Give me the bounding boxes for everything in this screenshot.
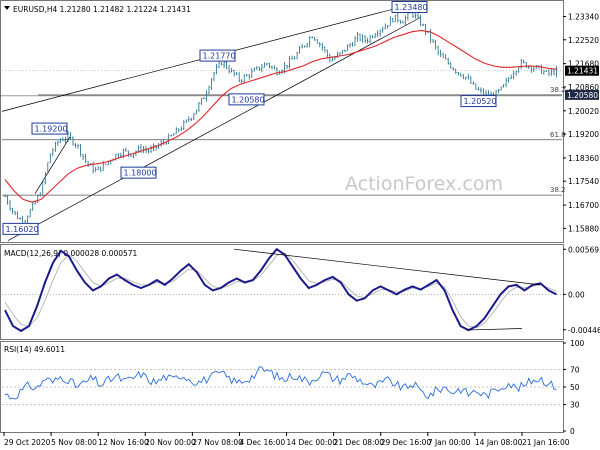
xtick-label: 14 Dec 00:00 — [287, 438, 338, 447]
xtick-label: 12 Nov 16:00 — [98, 438, 149, 447]
ytick-label: 30 — [570, 401, 580, 410]
fib-label: 38.2 — [550, 186, 566, 194]
ytick-label: 1.16700 — [568, 201, 599, 210]
price-label-box — [120, 166, 157, 179]
xtick-label: 4 Dec 16:00 — [239, 438, 285, 447]
fib-label: 38.2 — [550, 86, 566, 94]
price-label-text: 1.19200 — [35, 125, 68, 134]
rsi-indicator — [2, 366, 562, 405]
xtick-label: 20 Nov 00:00 — [145, 438, 196, 447]
xtick-label: 21 Dec 08:00 — [334, 438, 385, 447]
ytick-label: 1.17540 — [568, 177, 599, 186]
price-label-text: 1.20580 — [232, 95, 265, 104]
price-label-text: 1.21770 — [203, 52, 236, 61]
price-label-box — [199, 49, 236, 62]
macd-panel — [0, 244, 564, 340]
support-price-text: 1.20580 — [567, 91, 598, 100]
moving-average — [4, 29, 557, 203]
price-label-box — [31, 122, 68, 135]
price-label-text: 1.18000 — [124, 169, 157, 178]
macd-trend-line — [233, 248, 541, 286]
rsi-title: RSI(14) 49.6011 — [4, 345, 65, 354]
last-price-text: 1.21431 — [567, 67, 598, 76]
svg-text:EURUSD,H4 1.21280 1.21482 1.2: EURUSD,H4 1.21280 1.21482 1.21224 1.2143… — [13, 5, 191, 14]
price-label-text: 1.23480 — [395, 3, 428, 12]
price-label-box — [228, 93, 265, 106]
ytick-label: 0.00 — [568, 290, 585, 299]
sma-line — [4, 29, 557, 203]
fib-label: 61.8 — [550, 131, 566, 139]
watermark: ActionForex.com — [345, 173, 503, 195]
ytick-label: -0.00446 — [568, 326, 600, 335]
price-label-box — [391, 1, 428, 14]
ytick-label: 0.00569 — [568, 245, 599, 254]
macd-yaxis: 0.00569 0.00 -0.00446 — [563, 245, 600, 335]
ytick-label: 50 — [570, 383, 580, 392]
price-title: EURUSD,H4 1.21280 1.21482 1.21224 1.2143… — [4, 5, 191, 14]
ytick-label: 0 — [570, 427, 575, 436]
candles — [4, 10, 558, 228]
xtick-label: 14 Jan 08:00 — [475, 438, 523, 447]
support-price-tag — [565, 89, 599, 100]
price-label-text: 1.20520 — [464, 97, 497, 106]
ytick-label: 1.21680 — [568, 60, 599, 69]
ytick-label: 1.23340 — [568, 12, 599, 21]
price-label-box — [460, 95, 497, 108]
ytick-label: 1.19200 — [568, 130, 599, 139]
ytick-label: 1.18360 — [568, 154, 599, 163]
ytick-label: 70 — [570, 365, 580, 374]
xtick-label: 21 Jan 16:00 — [522, 438, 570, 447]
last-price-tag — [565, 65, 599, 76]
price-labels: 1.23480 1.21770 1.20580 1.19200 1.18000 1.205… — [2, 1, 497, 235]
macd-support-line — [465, 328, 523, 331]
xtick-label: 29 Dec 16:00 — [381, 438, 432, 447]
price-label-box — [2, 222, 39, 235]
ytick-label: 1.20020 — [568, 107, 599, 116]
rsi-yaxis: 100 70 50 30 0 — [563, 339, 585, 436]
collapse-triangle-icon[interactable] — [4, 6, 10, 10]
xtick-label: 7 Jan 00:00 — [428, 438, 471, 447]
channel-lower — [7, 17, 421, 241]
ytick-label: 1.22520 — [568, 36, 599, 45]
xtick-label: 27 Nov 08:00 — [192, 438, 243, 447]
ytick-label: 1.15880 — [568, 224, 599, 233]
macd-line — [4, 247, 557, 333]
price-yaxis: 1.23340 1.22520 1.21680 1.20860 1.20020 1.192… — [563, 12, 599, 233]
trend-segment — [34, 136, 71, 194]
xtick-label: 5 Nov 08:00 — [51, 438, 97, 447]
rsi-line — [4, 366, 557, 400]
macd-indicator — [2, 247, 562, 333]
time-axis: 29 Oct 2020 5 Nov 08:00 12 Nov 16:0020 Nov… — [3, 432, 570, 447]
ytick-label: 1.20860 — [568, 83, 599, 92]
price-label-text: 1.16020 — [6, 225, 39, 234]
price-panel — [0, 0, 564, 243]
ytick-label: 100 — [570, 339, 585, 348]
macd-title: MACD(12,26,9) 0.000028 0.000571 — [4, 249, 138, 258]
xtick-label: 29 Oct 2020 — [4, 438, 51, 447]
